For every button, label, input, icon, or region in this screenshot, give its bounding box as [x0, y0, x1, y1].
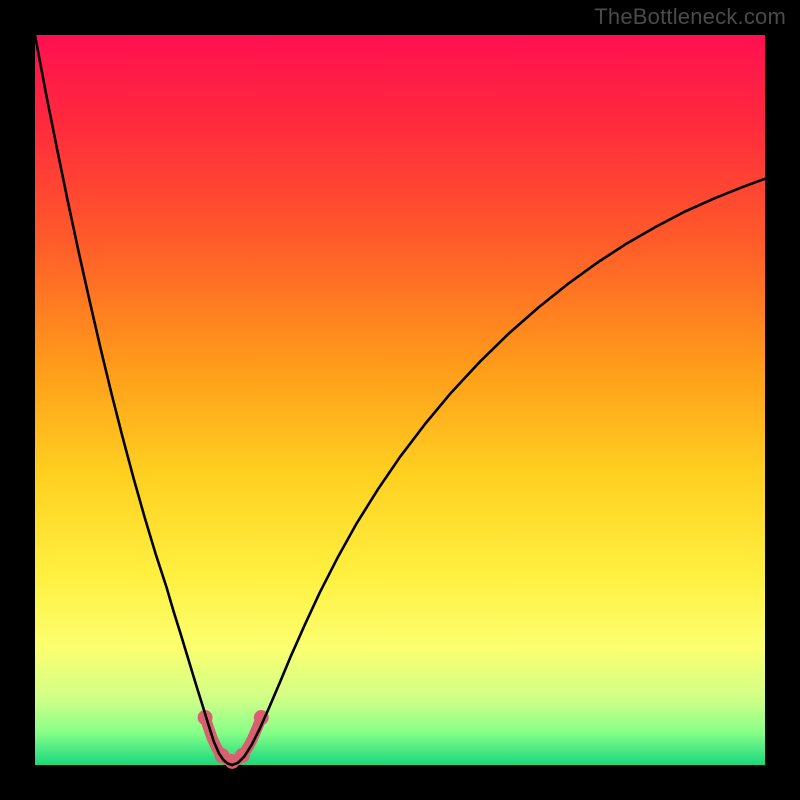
- bottleneck-chart: [0, 0, 800, 800]
- watermark-text: TheBottleneck.com: [594, 4, 786, 30]
- chart-plot-bg: [35, 35, 765, 765]
- chart-container: TheBottleneck.com: [0, 0, 800, 800]
